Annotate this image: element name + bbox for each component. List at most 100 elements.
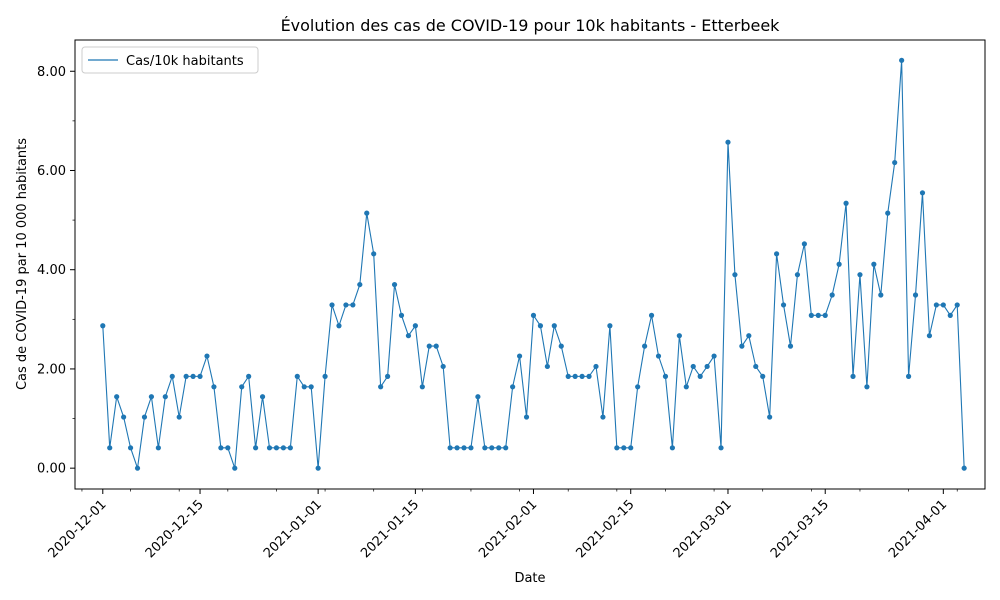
data-point (461, 445, 467, 451)
data-point (676, 333, 682, 339)
data-point (398, 312, 405, 318)
y-tick-label: 8.00 (37, 65, 66, 80)
data-point (579, 373, 585, 379)
data-point (315, 465, 321, 471)
data-point (947, 312, 953, 318)
data-point (454, 445, 460, 451)
plot-area (100, 57, 967, 471)
data-point (322, 373, 328, 379)
data-point (961, 465, 967, 471)
data-point (926, 333, 933, 339)
data-point (614, 445, 620, 451)
data-point (141, 414, 148, 420)
data-point (426, 343, 432, 349)
data-point (885, 210, 891, 216)
data-point (704, 363, 710, 370)
data-point (718, 445, 724, 451)
data-point (523, 414, 530, 420)
data-point (301, 384, 307, 390)
y-tick-label: 4.00 (37, 263, 66, 278)
data-point (364, 210, 370, 216)
data-point (787, 343, 794, 349)
data-point (662, 373, 669, 379)
data-point (357, 281, 363, 288)
data-point (843, 200, 849, 206)
data-point (669, 445, 676, 451)
data-point (391, 281, 398, 288)
y-axis-label: Cas de COVID-19 par 10 000 habitants (15, 138, 30, 390)
data-point (114, 394, 120, 400)
data-point (572, 373, 578, 379)
data-point (336, 323, 342, 329)
data-point (343, 302, 349, 308)
data-point (197, 373, 203, 379)
data-point (516, 353, 523, 359)
y-tick-label: 2.00 (37, 362, 66, 377)
data-point (127, 445, 134, 451)
data-point (148, 394, 155, 400)
data-point (607, 323, 613, 329)
data-point (739, 343, 745, 349)
data-point (899, 57, 905, 63)
data-point (121, 414, 127, 420)
data-point (954, 302, 960, 308)
data-point (683, 384, 689, 390)
data-point (635, 384, 641, 390)
data-point (273, 445, 280, 451)
data-point (655, 353, 662, 359)
data-point (266, 445, 273, 451)
x-axis-label: Date (514, 571, 545, 586)
data-point (850, 373, 856, 379)
data-point (218, 445, 224, 451)
data-point (829, 292, 835, 298)
data-point (808, 312, 814, 318)
data-point (648, 312, 655, 318)
data-point (642, 343, 648, 349)
plot-frame (74, 39, 986, 490)
data-point (774, 251, 780, 257)
data-point (308, 384, 314, 390)
data-point (169, 373, 175, 379)
data-point (697, 373, 703, 379)
data-point (558, 343, 564, 349)
y-tick-label: 0.00 (37, 462, 66, 477)
data-point (940, 302, 946, 308)
data-point (565, 373, 571, 379)
data-point (468, 445, 474, 451)
data-point (412, 323, 418, 329)
data-point (892, 159, 898, 166)
data-point (503, 445, 509, 451)
data-point (190, 373, 196, 379)
legend: Cas/10k habitants (81, 46, 259, 74)
data-point (767, 414, 773, 420)
y-axis: 0.00 2.00 4.00 6.00 8.00 (37, 65, 75, 477)
data-point (162, 394, 168, 400)
data-point (482, 445, 488, 451)
data-point (732, 272, 738, 278)
data-point (537, 323, 544, 329)
legend-box (81, 46, 259, 74)
data-point (280, 445, 286, 451)
data-point (294, 373, 300, 379)
data-point (746, 333, 752, 339)
data-point (419, 384, 425, 390)
data-point (857, 272, 863, 278)
data-point (836, 261, 842, 267)
data-point (405, 333, 412, 339)
data-point (496, 445, 502, 451)
data-point (912, 292, 919, 298)
data-point (246, 373, 252, 379)
data-point (232, 465, 238, 471)
data-point (176, 414, 182, 420)
data-point (600, 414, 606, 420)
data-point (586, 373, 592, 379)
data-point (433, 343, 439, 349)
data-point (211, 384, 217, 390)
data-point (475, 394, 481, 400)
data-point (510, 384, 516, 390)
data-point (801, 241, 807, 247)
data-point (489, 445, 495, 451)
data-point (815, 312, 821, 318)
